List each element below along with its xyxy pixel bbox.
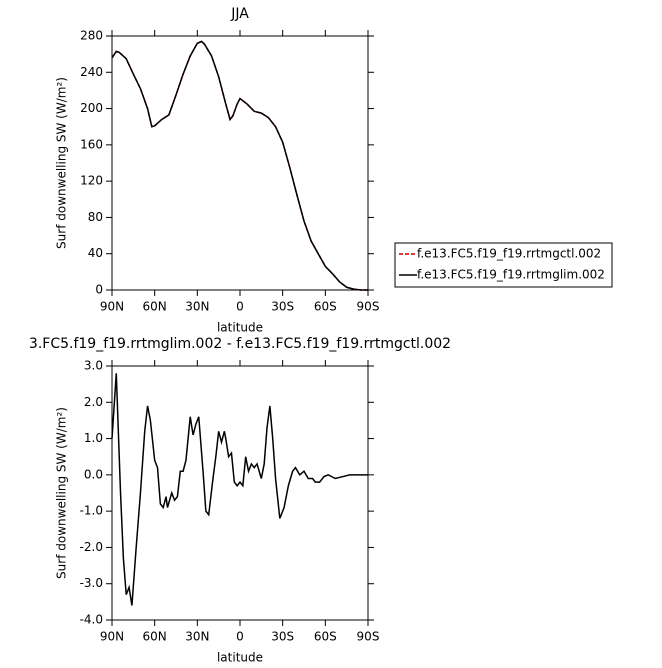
y-tick-label: 40 — [88, 246, 103, 260]
x-tick-label: 90S — [357, 630, 380, 644]
y-tick-label: 80 — [88, 210, 103, 224]
x-tick-label: 30S — [271, 300, 294, 314]
plot-frame — [111, 365, 369, 621]
legend-box — [394, 242, 613, 288]
legend-label: f.e13.FC5.f19_f19.rrtmglim.002 — [417, 268, 605, 282]
x-tick-label: 60N — [143, 300, 167, 314]
y-tick-label: 200 — [80, 101, 103, 115]
y-tick-label: 240 — [80, 65, 103, 79]
data-line — [111, 40, 368, 291]
x-tick-label: 60S — [314, 630, 337, 644]
chart-title: 3.FC5.f19_f19.rrtmglim.002 - f.e13.FC5.f… — [29, 336, 451, 352]
chart-title: JJA — [230, 6, 249, 22]
x-tick-label: 30N — [185, 300, 209, 314]
x-axis-label: latitude — [217, 321, 263, 335]
data-line — [111, 40, 368, 291]
x-tick-label: 90N — [100, 630, 124, 644]
y-tick-label: -4.0 — [80, 613, 103, 627]
x-tick-label: 0 — [236, 300, 244, 314]
y-tick-label: 120 — [80, 174, 103, 188]
x-tick-label: 60N — [143, 630, 167, 644]
data-line — [111, 373, 368, 606]
y-tick-label: 0.0 — [84, 467, 103, 481]
x-tick-label: 0 — [236, 630, 244, 644]
y-tick-label: 1.0 — [84, 431, 103, 445]
x-tick-label: 30N — [185, 630, 209, 644]
y-tick-label: 3.0 — [84, 359, 103, 373]
y-axis-label: Surf downwelling SW (W/m²) — [55, 77, 69, 249]
y-axis-label: Surf downwelling SW (W/m²) — [55, 407, 69, 579]
y-tick-label: 160 — [80, 137, 103, 151]
y-tick-label: 280 — [80, 29, 103, 43]
x-tick-label: 90N — [100, 300, 124, 314]
legend-label: f.e13.FC5.f19_f19.rrtmgctl.002 — [417, 247, 601, 261]
y-tick-label: -2.0 — [80, 540, 103, 554]
y-tick-label: -3.0 — [80, 576, 103, 590]
y-tick-label: -1.0 — [80, 504, 103, 518]
y-tick-label: 0 — [95, 283, 103, 297]
x-axis-label: latitude — [217, 651, 263, 665]
x-tick-label: 60S — [314, 300, 337, 314]
x-tick-label: 90S — [357, 300, 380, 314]
y-tick-label: 2.0 — [84, 395, 103, 409]
plot-frame — [111, 35, 369, 291]
x-tick-label: 30S — [271, 630, 294, 644]
